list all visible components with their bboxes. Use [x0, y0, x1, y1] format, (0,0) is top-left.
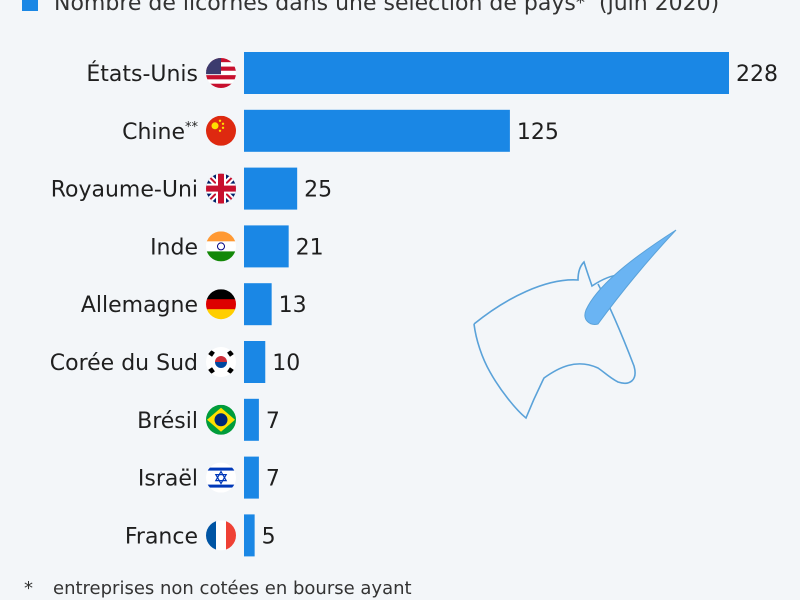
- bar-row: 10 Corée du Sud: [50, 341, 300, 383]
- bar-row: 7 Israël: [138, 456, 280, 499]
- us-flag-icon: [206, 58, 236, 88]
- bar: [244, 341, 266, 383]
- legend-label: Nombre de licornes dans une sélection de…: [54, 0, 576, 16]
- bar: [244, 398, 259, 441]
- uk-flag-icon: [206, 173, 236, 204]
- legend-swatch: [22, 0, 38, 11]
- category-label: Chine**: [122, 120, 198, 145]
- legend-unit: (juin 2020): [599, 0, 720, 16]
- brazil-flag-icon: [206, 404, 236, 435]
- bar-value-label: 13: [279, 293, 307, 318]
- france-flag-icon: [206, 520, 236, 551]
- bar-value-label: 125: [517, 120, 559, 145]
- footnote-text: entreprises non cotées en bourse ayant: [53, 578, 412, 599]
- bar: [244, 456, 259, 499]
- category-label: Corée du Sud: [50, 351, 198, 376]
- bar-value-label: 7: [266, 467, 280, 492]
- bar-row: 228 États-Unis: [86, 52, 778, 94]
- bar: [244, 109, 510, 152]
- category-label: Israël: [138, 467, 198, 492]
- bar-value-label: 5: [262, 524, 276, 549]
- legend: Nombre de licornes dans une sélection de…: [22, 0, 719, 18]
- unicorn-icon: [473, 229, 677, 420]
- bar-row: 25 Royaume-Uni: [51, 167, 332, 210]
- south-korea-flag-icon: [206, 347, 236, 377]
- category-label: Royaume-Uni: [51, 178, 198, 203]
- category-label: Brésil: [137, 409, 198, 434]
- legend-star: *: [575, 0, 585, 14]
- bar-row: 7 Brésil: [137, 398, 280, 441]
- bar-row: 13 Allemagne: [81, 283, 307, 326]
- bar: [244, 225, 289, 268]
- bar-value-label: 10: [272, 351, 300, 376]
- category-label: États-Unis: [86, 61, 198, 87]
- bar-row: 21 Inde: [150, 225, 324, 268]
- india-flag-icon: [206, 231, 236, 262]
- israel-flag-icon: [206, 462, 236, 493]
- footnote-star: *: [24, 578, 33, 599]
- footnote: * entreprises non cotées en bourse ayant: [24, 578, 412, 599]
- category-label: Allemagne: [81, 293, 198, 318]
- bar: [244, 283, 272, 326]
- bar-value-label: 7: [266, 409, 280, 434]
- bar-value-label: 228: [736, 62, 778, 87]
- bar: [244, 167, 298, 210]
- category-label: France: [125, 524, 198, 549]
- bar-row: 125 Chine**: [122, 109, 559, 152]
- category-label: Inde: [150, 235, 198, 260]
- bar: [244, 52, 729, 94]
- bar: [244, 514, 255, 557]
- china-flag-icon: [206, 115, 236, 146]
- bar-value-label: 25: [304, 178, 332, 203]
- bar-row: 5 France: [125, 514, 276, 557]
- bar-value-label: 21: [296, 235, 324, 260]
- germany-flag-icon: [206, 289, 236, 320]
